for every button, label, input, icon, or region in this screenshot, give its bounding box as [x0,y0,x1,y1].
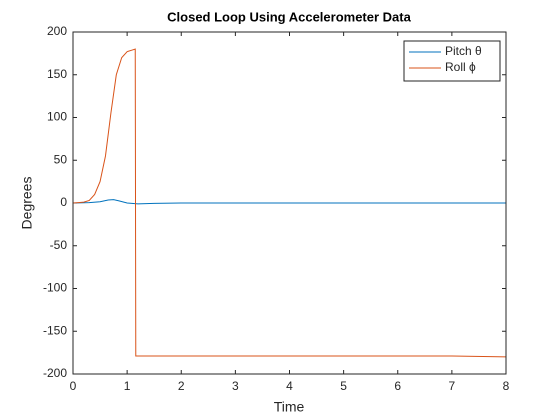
x-tick-label: 4 [286,379,293,393]
legend-box [403,40,501,82]
x-tick-label: 1 [124,379,131,393]
x-tick-label: 3 [232,379,239,393]
x-tick-label: 7 [449,379,456,393]
legend-label: Pitch θ [445,44,482,58]
legend-label: Roll ϕ [445,60,476,74]
x-tick-label: 0 [70,379,77,393]
y-tick-label: 150 [47,67,67,81]
y-tick-label: -100 [43,281,67,295]
series-line [72,48,507,358]
y-axis-label: Degrees [19,177,35,230]
y-tick-label: -50 [50,238,68,252]
chart-title: Closed Loop Using Accelerometer Data [167,9,411,24]
x-tick-label: 5 [340,379,347,393]
y-tick-label: 50 [54,152,68,166]
y-tick-label: 100 [47,110,67,124]
x-tick-label: 6 [394,379,401,393]
x-axis-label: Time [274,399,305,415]
x-tick-label: 2 [178,379,185,393]
x-tick-label: 8 [503,379,510,393]
series-line [72,199,506,205]
y-tick-label: 200 [47,24,67,38]
axes-box [72,31,507,375]
y-tick-label: -150 [43,323,67,337]
y-tick-label: -200 [43,366,67,380]
y-tick-label: 0 [60,195,67,209]
